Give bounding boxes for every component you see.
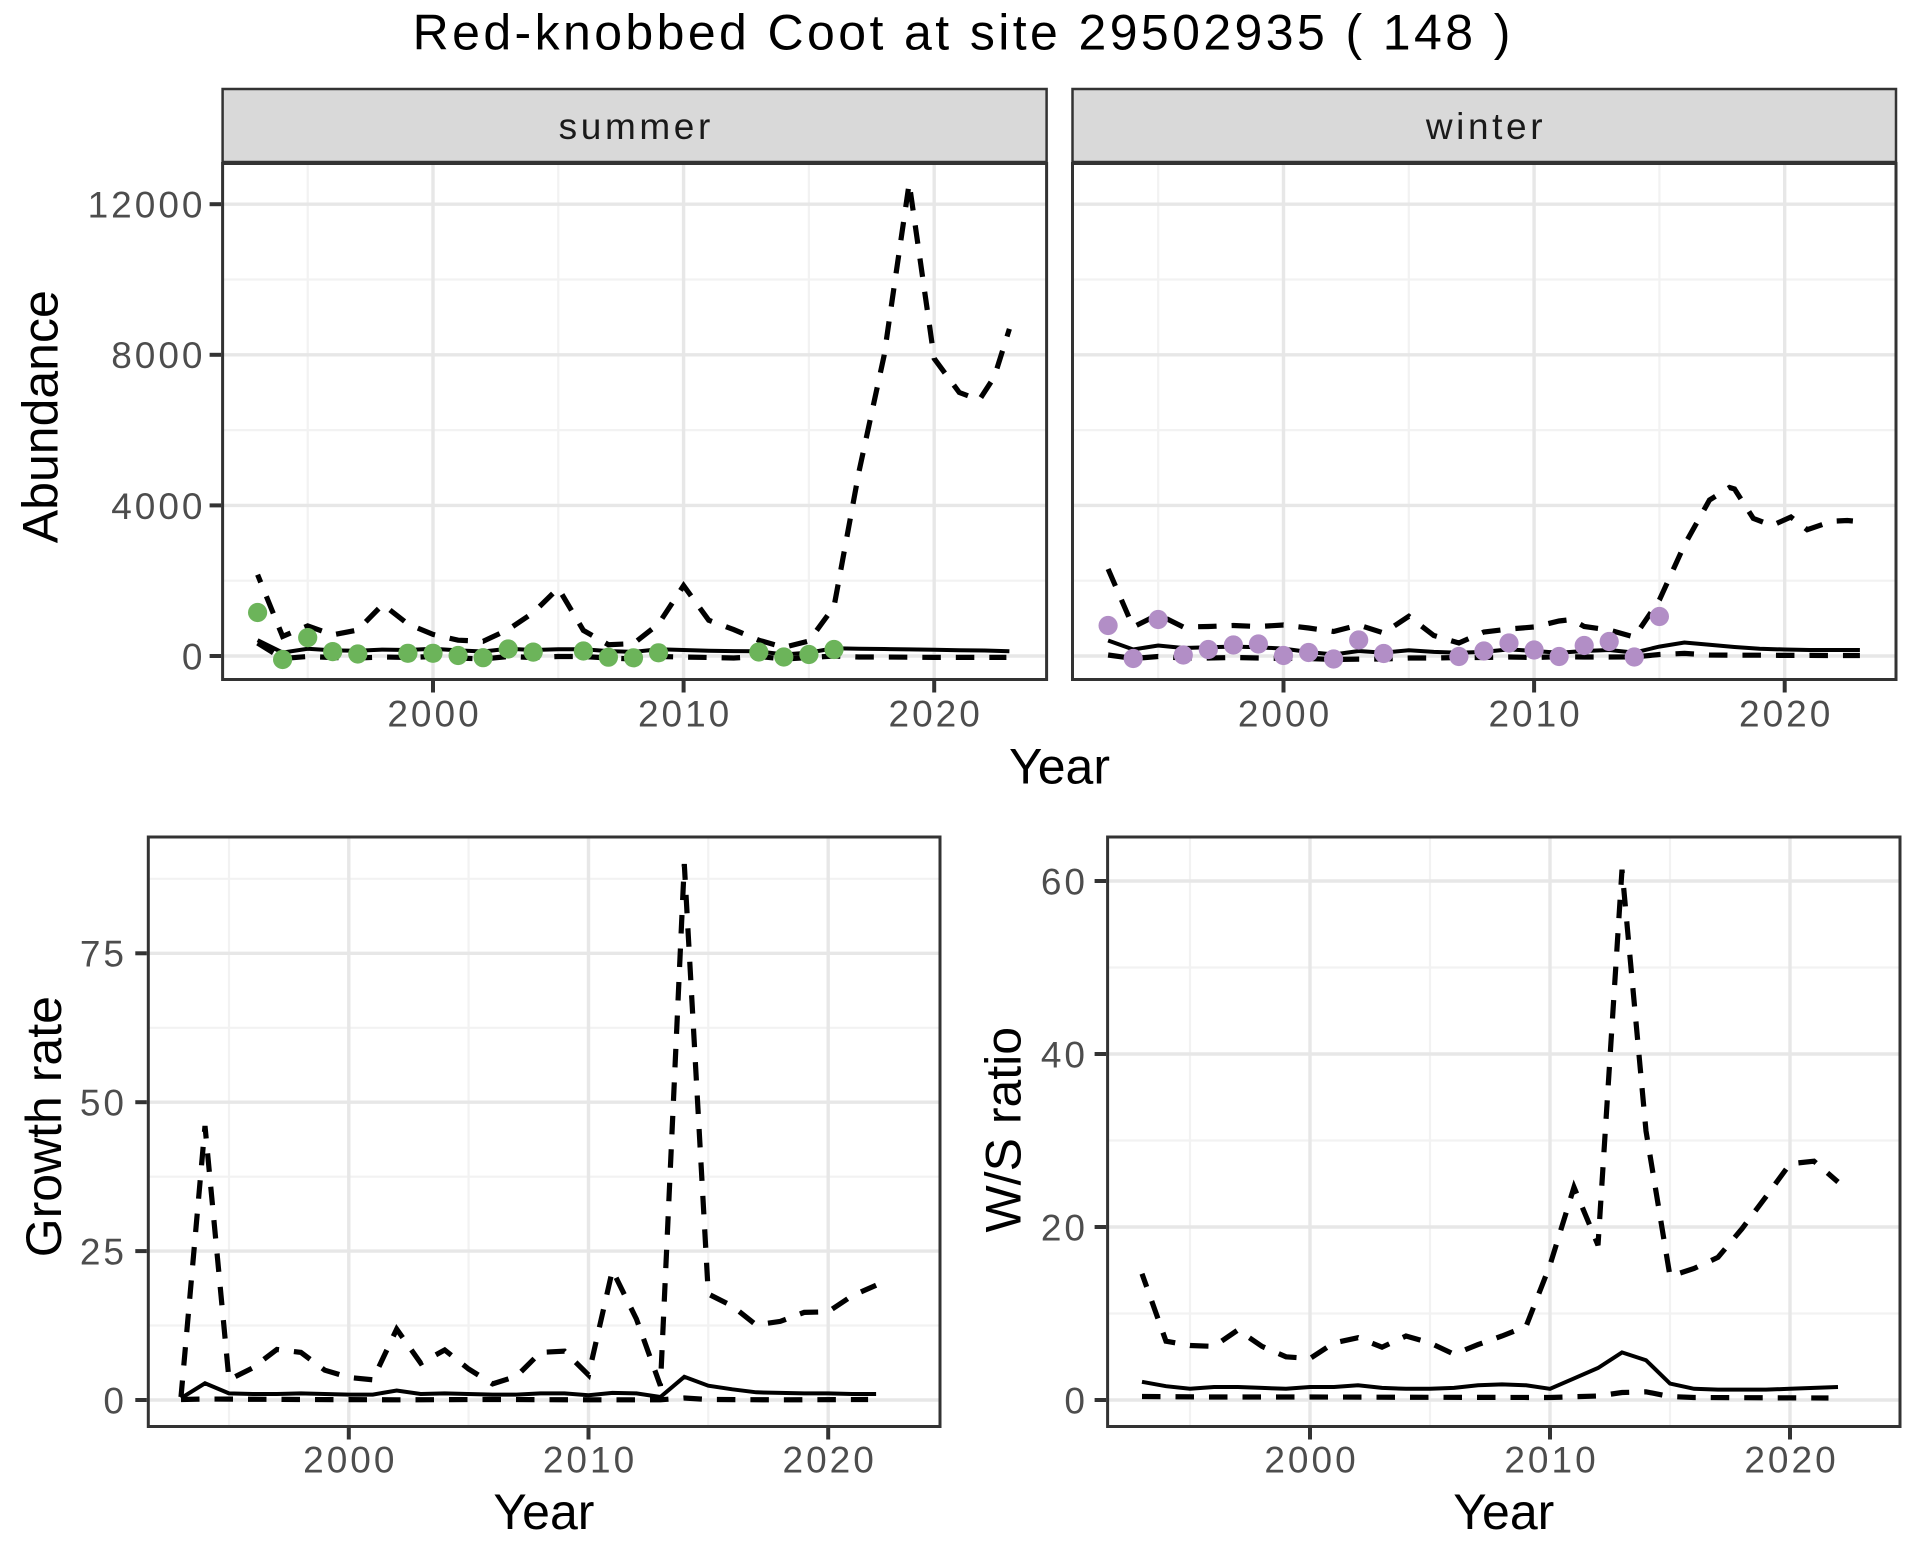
svg-text:Year: Year <box>493 1484 594 1540</box>
svg-text:60: 60 <box>1041 861 1088 902</box>
svg-text:20: 20 <box>1041 1207 1088 1248</box>
svg-text:2020: 2020 <box>1744 1440 1838 1481</box>
svg-text:50: 50 <box>80 1083 127 1124</box>
svg-text:2010: 2010 <box>638 694 732 735</box>
svg-text:75: 75 <box>80 934 127 975</box>
svg-text:2000: 2000 <box>1264 1440 1358 1481</box>
svg-text:40: 40 <box>1041 1034 1088 1075</box>
svg-text:2020: 2020 <box>889 694 983 735</box>
svg-text:2000: 2000 <box>303 1440 397 1481</box>
svg-text:Year: Year <box>1453 1484 1554 1540</box>
svg-text:2010: 2010 <box>1488 694 1582 735</box>
svg-text:0: 0 <box>103 1380 127 1421</box>
svg-text:W/S ratio: W/S ratio <box>975 1027 1031 1233</box>
svg-text:summer: summer <box>559 106 714 147</box>
svg-text:2000: 2000 <box>1238 694 1332 735</box>
svg-text:Red-knobbed Coot at site 29502: Red-knobbed Coot at site 29502935 ( 148 … <box>413 5 1514 61</box>
svg-text:Growth rate: Growth rate <box>16 996 72 1257</box>
svg-text:Year: Year <box>1009 738 1110 794</box>
svg-text:8000: 8000 <box>111 335 205 376</box>
svg-text:4000: 4000 <box>111 486 205 527</box>
svg-text:25: 25 <box>80 1232 127 1273</box>
svg-text:2020: 2020 <box>783 1440 877 1481</box>
svg-text:2020: 2020 <box>1739 694 1833 735</box>
svg-text:2010: 2010 <box>1504 1440 1598 1481</box>
svg-text:0: 0 <box>182 636 206 677</box>
svg-text:winter: winter <box>1425 106 1546 147</box>
svg-text:0: 0 <box>1064 1380 1088 1421</box>
svg-text:12000: 12000 <box>88 185 206 226</box>
svg-text:2000: 2000 <box>387 694 481 735</box>
svg-text:Abundance: Abundance <box>13 290 69 543</box>
svg-text:2010: 2010 <box>543 1440 637 1481</box>
